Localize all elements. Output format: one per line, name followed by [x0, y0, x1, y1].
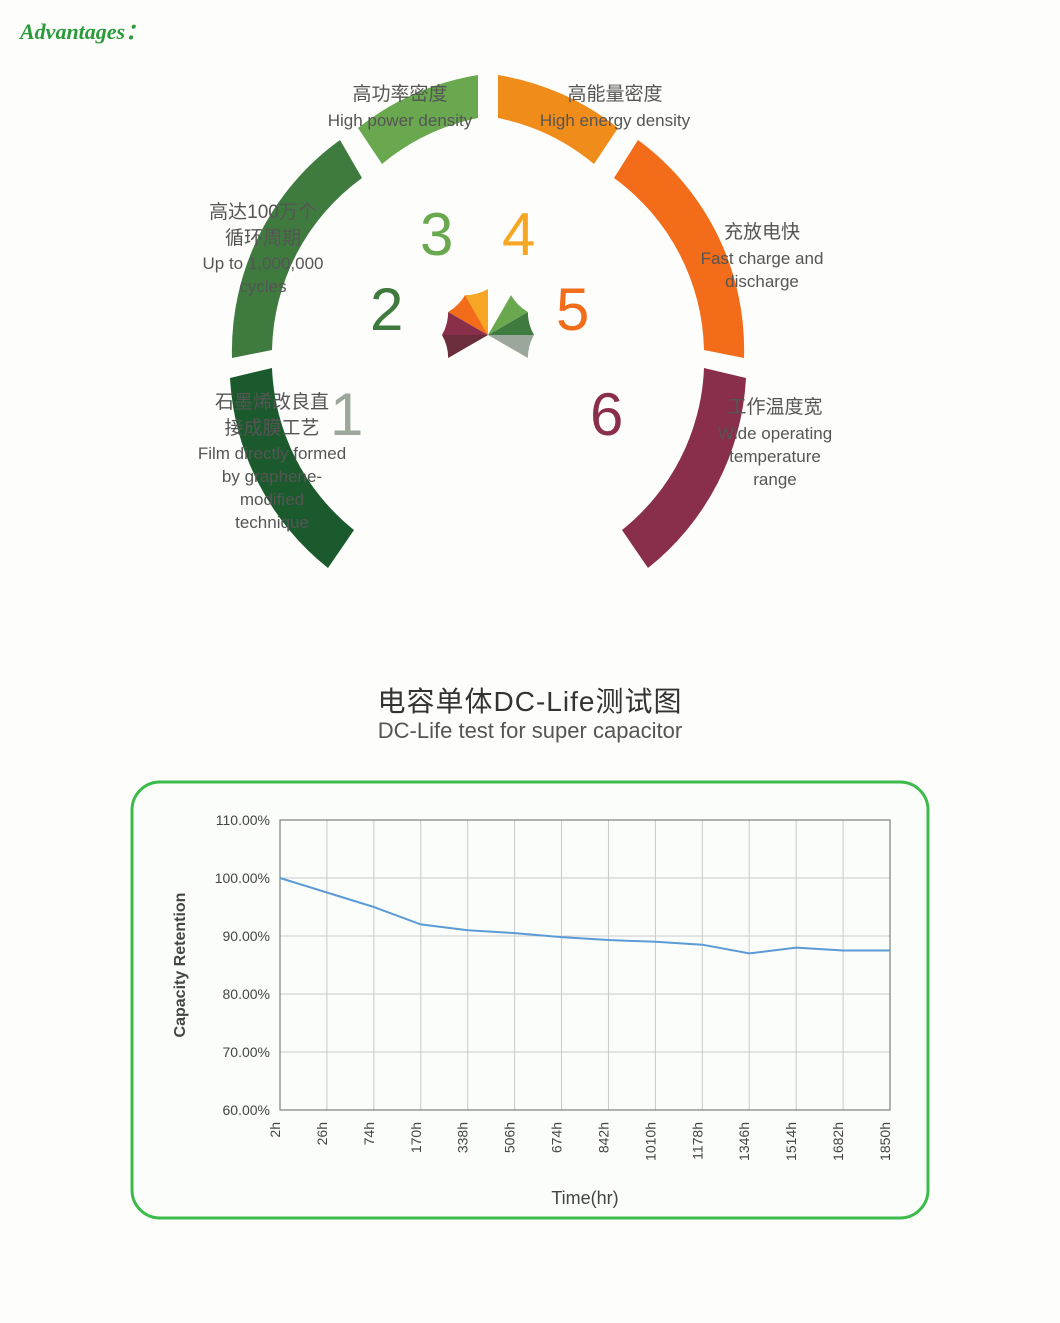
petal-number-5: 5 — [556, 275, 589, 344]
y-tick-label: 80.00% — [223, 986, 270, 1002]
petal-label-en-4: High energy density — [510, 110, 720, 133]
petal-label-cn-4: 高能量密度 — [510, 82, 720, 108]
petal-label-en-1: Film directly formedby graphene-modified… — [172, 443, 372, 535]
y-tick-label: 70.00% — [223, 1044, 270, 1060]
petal-number-4: 4 — [502, 200, 535, 269]
center-wedge-0 — [488, 335, 534, 358]
y-tick-label: 60.00% — [223, 1102, 270, 1118]
petal-label-cn-2: 高达100万个循环周期 — [168, 200, 358, 251]
x-tick-label: 674h — [549, 1122, 565, 1153]
center-wedge-6 — [442, 335, 488, 358]
y-axis-label: Capacity Retention — [172, 893, 189, 1038]
petal-label-3: 高功率密度High power density — [300, 82, 500, 133]
petal-label-en-2: Up to 1,000,000cycles — [168, 253, 358, 299]
petal-label-cn-1: 石墨烯改良直接成膜工艺 — [172, 390, 372, 441]
x-tick-label: 1346h — [736, 1122, 752, 1161]
petal-label-cn-3: 高功率密度 — [300, 82, 500, 108]
x-tick-label: 338h — [455, 1122, 471, 1153]
petal-label-cn-5: 充放电快 — [662, 220, 862, 246]
x-tick-label: 1514h — [783, 1122, 799, 1161]
chart-title-en: DC-Life test for super capacitor — [0, 718, 1060, 744]
line-chart: 60.00% 70.00% 80.00% 90.00% 100.00% 110.00% 2h… — [130, 780, 930, 1220]
x-tick-label: 1850h — [877, 1122, 893, 1161]
petal-number-2: 2 — [370, 275, 403, 344]
x-tick-label: 842h — [595, 1122, 611, 1153]
x-tick-label: 170h — [408, 1122, 424, 1153]
petal-label-en-5: Fast charge anddischarge — [662, 248, 862, 294]
x-axis-label: Time(hr) — [551, 1188, 618, 1208]
x-tick-label: 1178h — [689, 1122, 705, 1160]
petal-label-4: 高能量密度High energy density — [510, 82, 720, 133]
chart-title-cn: 电容单体DC-Life测试图 — [0, 680, 1060, 720]
petal-number-3: 3 — [420, 200, 453, 269]
petal-label-en-3: High power density — [300, 110, 500, 133]
y-tick-label: 110.00% — [216, 812, 270, 828]
x-tick-label: 26h — [314, 1122, 330, 1145]
petal-number-6: 6 — [590, 380, 623, 449]
line-chart-container: 60.00% 70.00% 80.00% 90.00% 100.00% 110.00% 2h… — [130, 780, 930, 1220]
x-tick-label: 1010h — [642, 1122, 658, 1161]
petal-label-cn-6: 工作温度宽 — [680, 395, 870, 421]
petal-label-en-6: Wide operatingtemperaturerange — [680, 423, 870, 492]
y-tick-label: 90.00% — [223, 928, 270, 944]
petal-label-6: 工作温度宽Wide operatingtemperaturerange — [680, 395, 870, 491]
x-tick-label: 506h — [502, 1122, 518, 1153]
x-tick-label: 74h — [361, 1122, 377, 1145]
y-tick-label: 100.00% — [215, 870, 270, 886]
x-tick-label: 2h — [267, 1122, 283, 1138]
petal-label-5: 充放电快Fast charge anddischarge — [662, 220, 862, 294]
petal-label-2: 高达100万个循环周期Up to 1,000,000cycles — [168, 200, 358, 299]
x-tick-label: 1682h — [830, 1122, 846, 1161]
page-root: Advantages： 1石墨烯改良直接成膜工艺Film directly fo… — [0, 0, 1060, 1323]
petal-label-1: 石墨烯改良直接成膜工艺Film directly formedby graphe… — [172, 390, 372, 535]
